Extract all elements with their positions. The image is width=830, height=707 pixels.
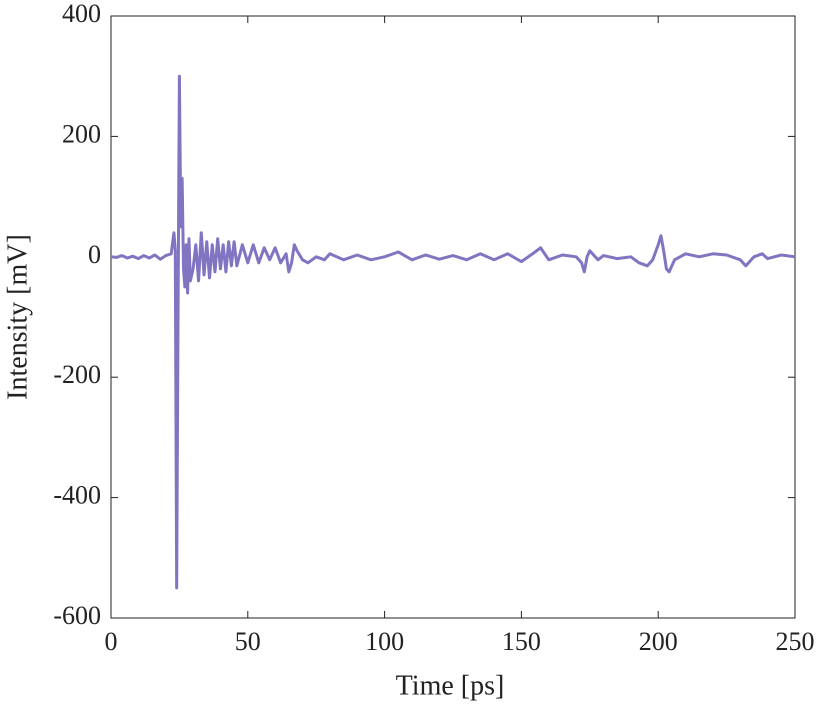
- y-tick-label: -400: [53, 481, 101, 510]
- x-tick-label: 0: [105, 627, 118, 656]
- y-axis-label: Intensity [mV]: [2, 234, 33, 400]
- y-tick-label: -600: [53, 601, 101, 630]
- y-tick-label: 0: [88, 240, 101, 269]
- y-tick-label: -200: [53, 360, 101, 389]
- x-axis-label: Time [ps]: [396, 670, 505, 701]
- x-tick-label: 150: [502, 627, 541, 656]
- y-tick-label: 200: [62, 119, 101, 148]
- x-tick-label: 250: [776, 627, 815, 656]
- x-tick-label: 100: [365, 627, 404, 656]
- y-tick-label: 400: [62, 0, 101, 28]
- x-tick-label: 200: [639, 627, 678, 656]
- x-tick-label: 50: [235, 627, 261, 656]
- data-line: [110, 74, 796, 590]
- plot-frame: [110, 15, 796, 619]
